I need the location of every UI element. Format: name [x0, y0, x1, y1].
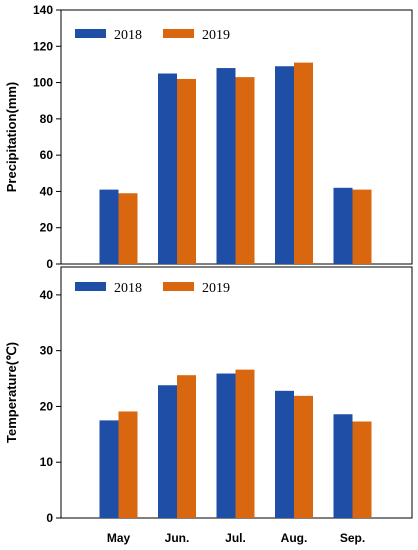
- y-tick-label: 0: [46, 511, 53, 525]
- bar-2019-jul: [235, 77, 255, 264]
- legend-swatch-2019: [163, 29, 194, 38]
- y-axis-title: Temperature(℃): [4, 342, 19, 443]
- chart-panel-1: 0 20 40 60 80 100 120 140 Precipitation(mm) 2018 2…: [4, 3, 413, 271]
- y-tick-label: 100: [33, 76, 53, 90]
- legend-label-2019: 2019: [202, 281, 230, 296]
- bar-2018-jul: [216, 373, 236, 518]
- y-tick-label: 40: [40, 288, 54, 302]
- bar-2019-jun: [177, 375, 196, 518]
- bar-2019-may: [118, 411, 138, 518]
- bar-2018-aug: [275, 66, 294, 264]
- y-tick-label: 40: [40, 184, 54, 198]
- y-tick-label: 10: [40, 455, 54, 469]
- x-tick-label: Aug.: [281, 531, 308, 545]
- x-tick-label: May: [107, 531, 131, 545]
- bar-2019-jun: [177, 78, 196, 264]
- bar-2019-aug: [294, 395, 313, 518]
- bar-2018-sep: [333, 187, 353, 264]
- y-tick-label: 30: [40, 344, 54, 358]
- y-axis-title: Precipitation(mm): [4, 82, 19, 193]
- bar-2019-jul: [235, 369, 255, 518]
- bar-2019-sep: [352, 421, 372, 518]
- bar-2019-may: [118, 193, 138, 264]
- bar-2019-sep: [352, 189, 372, 264]
- legend-label-2019: 2019: [202, 28, 230, 43]
- bar-2018-may: [99, 420, 119, 518]
- y-tick-label: 80: [40, 112, 54, 126]
- y-tick-label: 0: [46, 257, 53, 271]
- bar-2018-jul: [216, 68, 236, 264]
- x-tick-label: Jul.: [225, 531, 246, 545]
- bar-2018-may: [99, 189, 119, 264]
- bar-2018-aug: [275, 390, 294, 518]
- legend-label-2018: 2018: [114, 281, 142, 296]
- legend-swatch-2019: [163, 282, 194, 291]
- bar-2019-aug: [294, 62, 313, 264]
- y-tick-label: 60: [40, 148, 54, 162]
- x-tick-label: Sep.: [340, 531, 365, 545]
- chart-panel-2: 0 10 20 30 40 Temperature(℃) May Jun. Jul. Aug. Se…: [4, 266, 413, 545]
- legend-swatch-2018: [75, 29, 106, 38]
- legend-swatch-2018: [75, 282, 106, 291]
- legend-label-2018: 2018: [114, 28, 142, 43]
- y-tick-label: 140: [33, 3, 53, 17]
- bar-2018-sep: [333, 414, 353, 518]
- y-tick-label: 20: [40, 399, 54, 413]
- y-tick-label: 20: [40, 221, 54, 235]
- bar-2018-jun: [158, 385, 177, 518]
- y-tick-label: 120: [33, 39, 53, 53]
- x-tick-label: Jun.: [165, 531, 190, 545]
- bar-2018-jun: [158, 73, 177, 264]
